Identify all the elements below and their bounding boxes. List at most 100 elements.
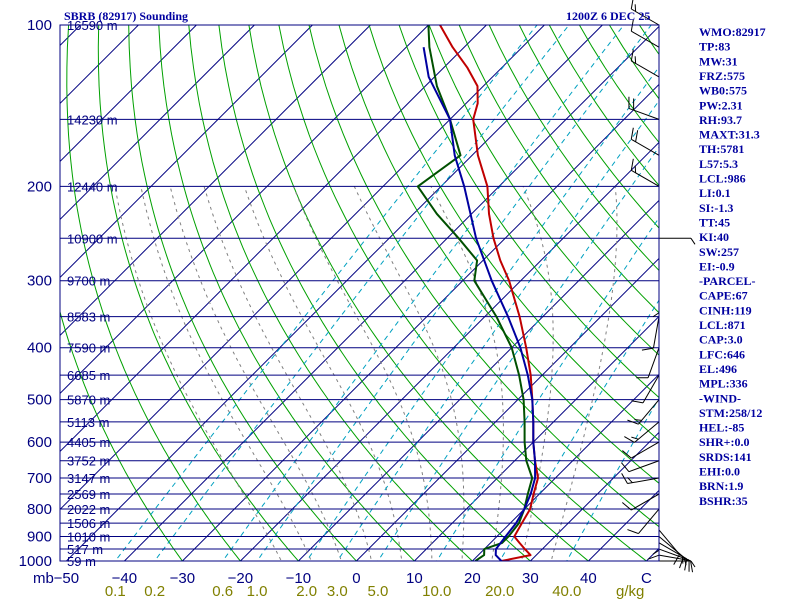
wind-barb-feather [627, 419, 639, 425]
temperature-line [439, 25, 539, 561]
mixing-ratio-label: 2.0 [296, 583, 317, 600]
moist-adiabat-line [353, 186, 465, 561]
wind-barb-feather [622, 450, 632, 459]
index-item: MAXT:31.3 [699, 128, 760, 142]
wind-barb-feather [634, 419, 642, 421]
wind-barb [647, 347, 660, 378]
wind-barb-feather [627, 477, 633, 484]
chart-title: SBRB (82917) Sounding [64, 9, 188, 23]
wind-barb-feather [647, 554, 660, 560]
plot-frame [59, 24, 660, 562]
moist-adiabat-line [140, 186, 312, 561]
wind-barb-feather [627, 529, 639, 535]
isotherm-line [60, 25, 487, 453]
parcel-line [422, 47, 537, 561]
index-item: L57:5.3 [699, 157, 738, 171]
pressure-tick-label: 1000 [19, 553, 52, 570]
index-item: TH:5781 [699, 142, 744, 156]
mixing-ratio-label: 10.0 [422, 583, 451, 600]
wind-barb [638, 508, 660, 534]
dry-adiabat-line [128, 25, 358, 561]
index-item: CINH:119 [699, 303, 752, 317]
isotherm-line [60, 25, 545, 511]
wind-barb-feather [631, 400, 644, 404]
mixing-ratio-unit: g/kg [616, 583, 644, 600]
index-item: BSHR:35 [699, 494, 748, 508]
index-item: SI:-1.3 [699, 201, 733, 215]
wind-barb-feather [621, 473, 628, 484]
height-label: 2022 m [67, 502, 110, 517]
mixing-ratio-line [153, 25, 570, 561]
dry-adiabat-line [60, 309, 184, 561]
wind-barb [638, 399, 660, 425]
index-item: SW:257 [699, 245, 739, 259]
dry-adiabat-line [66, 25, 242, 561]
mixing-ratio-line [114, 25, 538, 561]
pressure-tick-label: 300 [27, 273, 52, 290]
wind-barb-feather [679, 556, 684, 569]
height-label: 16590 m [67, 18, 118, 33]
height-label: 12440 m [67, 179, 118, 194]
moist-adiabat-line [203, 186, 373, 561]
index-item: MW:31 [699, 54, 738, 68]
pressure-tick-label: 500 [27, 392, 52, 409]
pressure-tick-label: 400 [27, 340, 52, 357]
background-lines [60, 25, 659, 561]
mixing-ratio-label: 40.0 [552, 583, 581, 600]
mixing-ratio-label: 0.6 [212, 583, 233, 600]
mixing-ratio-label: 1.0 [247, 583, 268, 600]
wind-barb [631, 60, 660, 78]
isotherm-line [529, 431, 659, 561]
mixing-ratio-label: 20.0 [485, 583, 514, 600]
mixing-ratio-line [499, 299, 659, 561]
isotherm-line [60, 25, 255, 221]
height-label: 59 m [67, 554, 96, 569]
index-item: LCL:871 [699, 318, 746, 332]
mixing-ratio-line [222, 25, 625, 561]
isotherm-line [123, 25, 659, 561]
height-label: 14230 m [67, 112, 118, 127]
wind-barb-feather [652, 549, 660, 555]
mixing-ratio-line [336, 99, 659, 561]
mixing-ratio-label: 3.0 [327, 583, 348, 600]
index-item: EL:496 [699, 362, 737, 376]
index-item: MPL:336 [699, 377, 748, 391]
dry-adiabat-line [458, 25, 659, 314]
dry-adiabat-line [188, 25, 474, 561]
height-label: 2569 m [67, 487, 110, 502]
index-item: FRZ:575 [699, 69, 745, 83]
temp-tick-label: −20 [228, 570, 253, 587]
temp-tick-label: 40 [580, 570, 597, 587]
wind-barb-feather [652, 312, 660, 318]
pressure-tick-label: 900 [27, 528, 52, 545]
wind-barb-feather [621, 462, 630, 472]
temp-tick-label: 20 [464, 570, 481, 587]
wind-barb [652, 316, 660, 349]
wind-barb [658, 548, 690, 561]
wind-barb-feather [684, 558, 688, 571]
temp-tick-label: 10 [406, 570, 423, 587]
wind-barb [634, 421, 660, 443]
index-item: CAP:3.0 [699, 333, 743, 347]
wind-barb-feather [641, 347, 654, 351]
dry-adiabat-line [488, 25, 659, 272]
wind-barb [631, 30, 660, 48]
pressure-tick-label: 100 [27, 17, 52, 34]
mixing-ratio-line [436, 216, 659, 561]
wind-barb [642, 374, 660, 404]
isotherm-line [60, 25, 313, 279]
pressure-tick-label: 700 [27, 470, 52, 487]
height-label: 10900 m [67, 231, 118, 246]
temp-tick-label: −30 [170, 570, 195, 587]
height-label: 8583 m [67, 310, 110, 325]
isotherm-line [60, 25, 429, 395]
height-label: 1010 m [67, 529, 110, 544]
moist-adiabat-line [550, 186, 618, 561]
index-item: PW:2.31 [699, 98, 743, 112]
index-item: EI:-0.9 [699, 259, 735, 273]
index-item: WMO:82917 [699, 25, 766, 39]
mixing-ratio-line [377, 146, 659, 561]
